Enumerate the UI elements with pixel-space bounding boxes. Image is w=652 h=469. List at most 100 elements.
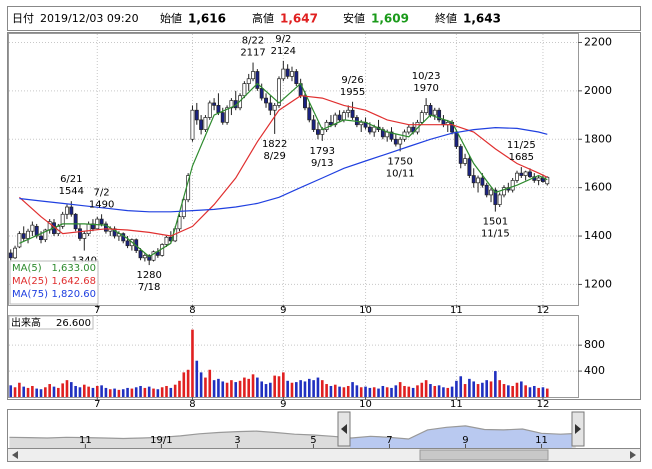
volume-bar (169, 387, 173, 397)
candle-body (493, 189, 498, 205)
candle-body (480, 177, 485, 186)
volume-bar (476, 384, 480, 397)
volume-bar (424, 380, 428, 397)
y-tick-label: 1600 (584, 181, 612, 194)
y-tick-label: 2000 (584, 84, 612, 97)
volume-bar (35, 388, 38, 397)
x-tick-label: 10 (359, 305, 372, 316)
quote-label: 始値 (160, 11, 182, 25)
annotation-value: 1490 (89, 199, 114, 210)
volume-bar (277, 376, 281, 397)
volume-bar (468, 378, 471, 397)
navigator-tick-label: 9 (462, 435, 468, 446)
candle-body (272, 105, 277, 111)
legend-value: 1,633.00 (51, 263, 96, 274)
candle-body (255, 71, 260, 89)
candle-body (60, 213, 65, 227)
volume-bar (117, 389, 121, 397)
volume-bar (121, 389, 125, 397)
volume-bar (91, 387, 95, 397)
annotation-date: 8/29 (263, 151, 285, 162)
navigator-line (9, 425, 576, 440)
x-tick-label: 12 (537, 399, 550, 410)
volume-bar (269, 382, 272, 397)
volume-bar (390, 387, 393, 397)
volume-bar (299, 380, 302, 397)
volume-value: 26.600 (56, 318, 91, 329)
annotation-value: 2124 (271, 46, 296, 57)
y-tick-label: 1200 (584, 277, 612, 290)
candle-body (26, 230, 30, 239)
candle-body (389, 131, 394, 140)
volume-bar (437, 385, 441, 397)
volume-bar (528, 387, 532, 397)
candle-body (536, 177, 541, 181)
volume-bar (455, 380, 458, 397)
annotation-date: 11/25 (507, 140, 536, 151)
volume-bar (372, 387, 376, 397)
plot-layer: 1200 1400 1600 1800 2000 2200 7 8 9 10 11 12 6/21154… (8, 34, 612, 448)
candle-body (207, 102, 212, 118)
volume-bar (178, 380, 181, 397)
candle-body (190, 109, 195, 140)
candle-body (151, 251, 156, 261)
annotation-value: 1501 (483, 217, 508, 228)
volume-bar (87, 386, 90, 397)
volume-bar (333, 384, 337, 397)
volume-bar (156, 389, 160, 397)
annotation-date: 10/23 (412, 71, 441, 82)
candle-body (199, 119, 204, 130)
volume-bar (420, 382, 424, 397)
navigator-tick-label: 7 (386, 435, 392, 446)
volume-bar (515, 382, 519, 397)
candle-body (515, 172, 519, 181)
candle-body (489, 189, 493, 196)
volume-bar (355, 385, 359, 397)
volume-bar (48, 384, 51, 397)
volume-bar (95, 385, 99, 397)
volume-bar (130, 388, 134, 397)
candle-body (393, 138, 398, 145)
candle-body (519, 172, 524, 176)
moving-average-line (19, 82, 548, 258)
x-tick-label: 9 (280, 399, 286, 410)
volume-bar (532, 385, 536, 397)
candle-body (17, 233, 22, 248)
volume-bar (381, 385, 385, 397)
annotation-date: 9/2 (275, 34, 291, 45)
volume-bar (494, 371, 497, 397)
volume-bar (364, 386, 367, 397)
volume-bar (537, 387, 540, 397)
candle-body (328, 121, 333, 126)
quote-value: 1,609 (371, 12, 409, 26)
volume-bar (264, 384, 268, 397)
scrollbar-thumb[interactable] (419, 449, 549, 461)
volume-bar (472, 381, 476, 397)
volume-bar (186, 369, 190, 397)
scroll-left-arrow[interactable] (12, 451, 18, 459)
volume-plot-frame (8, 315, 579, 398)
volume-bar (342, 387, 346, 397)
volume-bar (290, 382, 294, 397)
volume-bar (100, 385, 103, 397)
volume-bar (368, 387, 372, 397)
candle-body (458, 146, 463, 164)
volume-bar (407, 386, 411, 397)
candle-body (220, 112, 225, 123)
x-tick-label: 7 (94, 399, 100, 410)
scroll-right-arrow[interactable] (630, 451, 636, 459)
chart-frame (7, 32, 641, 400)
candle-body (125, 240, 130, 247)
annotation-date: 9/26 (341, 75, 363, 86)
volume-bar (44, 387, 47, 397)
candle-body (307, 107, 312, 121)
volume-bar (307, 378, 311, 397)
volume-bar (377, 388, 380, 397)
volume-bar (143, 387, 147, 397)
x-tick-label: 8 (189, 399, 195, 410)
volume-bar (247, 378, 251, 397)
volume-bar (195, 360, 199, 397)
annotation-value: 2117 (240, 48, 265, 59)
candle-body (39, 235, 43, 241)
